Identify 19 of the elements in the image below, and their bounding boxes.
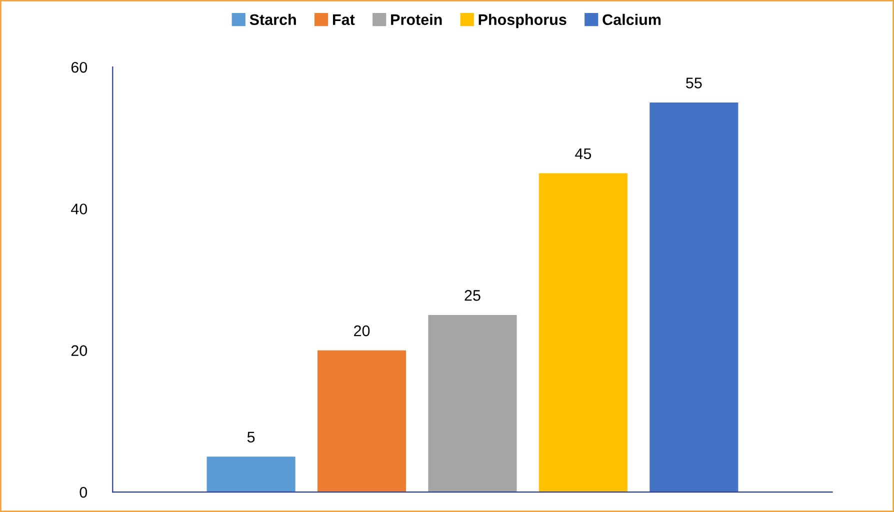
bar bbox=[428, 314, 517, 492]
bar bbox=[650, 102, 738, 492]
data-label: 20 bbox=[354, 325, 370, 336]
legend-label: Fat bbox=[333, 14, 355, 26]
bar bbox=[538, 173, 628, 492]
legend-label: Protein bbox=[391, 14, 442, 26]
y-tick-label: 60 bbox=[71, 62, 88, 73]
y-tick-label: 40 bbox=[71, 204, 88, 214]
y-tick-label: 0 bbox=[80, 486, 88, 498]
legend-label: Starch bbox=[250, 14, 296, 26]
data-label: 5 bbox=[247, 432, 255, 442]
bar bbox=[317, 350, 406, 492]
bar bbox=[206, 456, 296, 492]
data-label: 25 bbox=[464, 290, 480, 301]
data-label: 55 bbox=[686, 78, 702, 88]
legend-label: Phosphorus bbox=[478, 14, 566, 28]
y-tick-label: 20 bbox=[71, 345, 88, 356]
legend-label: Calcium bbox=[602, 14, 661, 26]
data-label: 45 bbox=[575, 148, 592, 160]
